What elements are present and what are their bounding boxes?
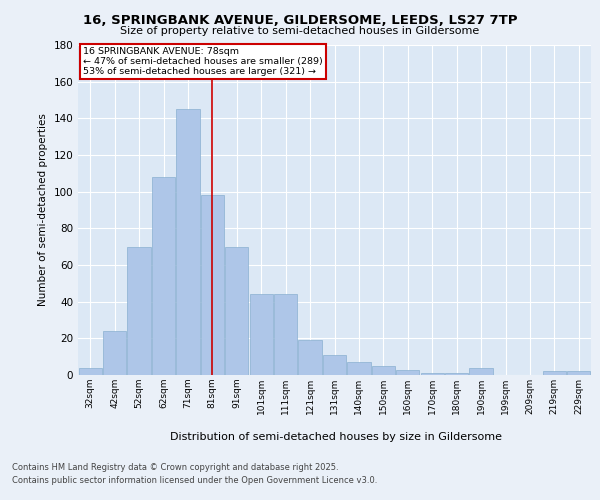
Y-axis label: Number of semi-detached properties: Number of semi-detached properties xyxy=(38,114,48,306)
Bar xyxy=(127,246,151,375)
Bar xyxy=(372,366,395,375)
Text: Size of property relative to semi-detached houses in Gildersome: Size of property relative to semi-detach… xyxy=(121,26,479,36)
Bar xyxy=(176,109,200,375)
Text: Contains HM Land Registry data © Crown copyright and database right 2025.: Contains HM Land Registry data © Crown c… xyxy=(12,464,338,472)
Bar xyxy=(567,372,590,375)
Text: 16 SPRINGBANK AVENUE: 78sqm
← 47% of semi-detached houses are smaller (289)
53% : 16 SPRINGBANK AVENUE: 78sqm ← 47% of sem… xyxy=(83,46,323,76)
Bar xyxy=(79,368,102,375)
Bar xyxy=(347,362,371,375)
Bar xyxy=(421,373,444,375)
Bar xyxy=(396,370,419,375)
Bar xyxy=(225,246,248,375)
Text: Distribution of semi-detached houses by size in Gildersome: Distribution of semi-detached houses by … xyxy=(170,432,502,442)
Bar xyxy=(543,372,566,375)
Bar xyxy=(323,355,346,375)
Bar xyxy=(469,368,493,375)
Bar xyxy=(445,373,468,375)
Bar xyxy=(201,196,224,375)
Text: 16, SPRINGBANK AVENUE, GILDERSOME, LEEDS, LS27 7TP: 16, SPRINGBANK AVENUE, GILDERSOME, LEEDS… xyxy=(83,14,517,27)
Bar xyxy=(250,294,273,375)
Text: Contains public sector information licensed under the Open Government Licence v3: Contains public sector information licen… xyxy=(12,476,377,485)
Bar xyxy=(103,331,126,375)
Bar xyxy=(152,177,175,375)
Bar xyxy=(298,340,322,375)
Bar xyxy=(274,294,297,375)
